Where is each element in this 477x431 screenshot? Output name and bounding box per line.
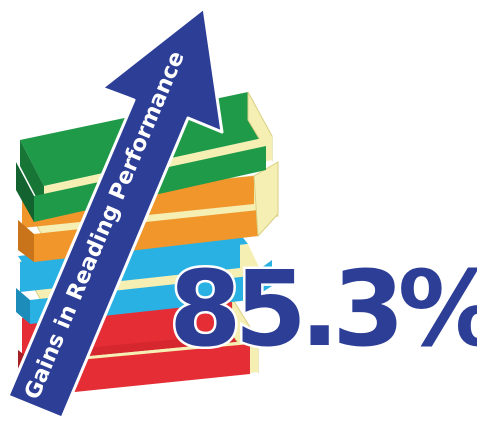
statistic-value: 85.3% [169,248,477,370]
